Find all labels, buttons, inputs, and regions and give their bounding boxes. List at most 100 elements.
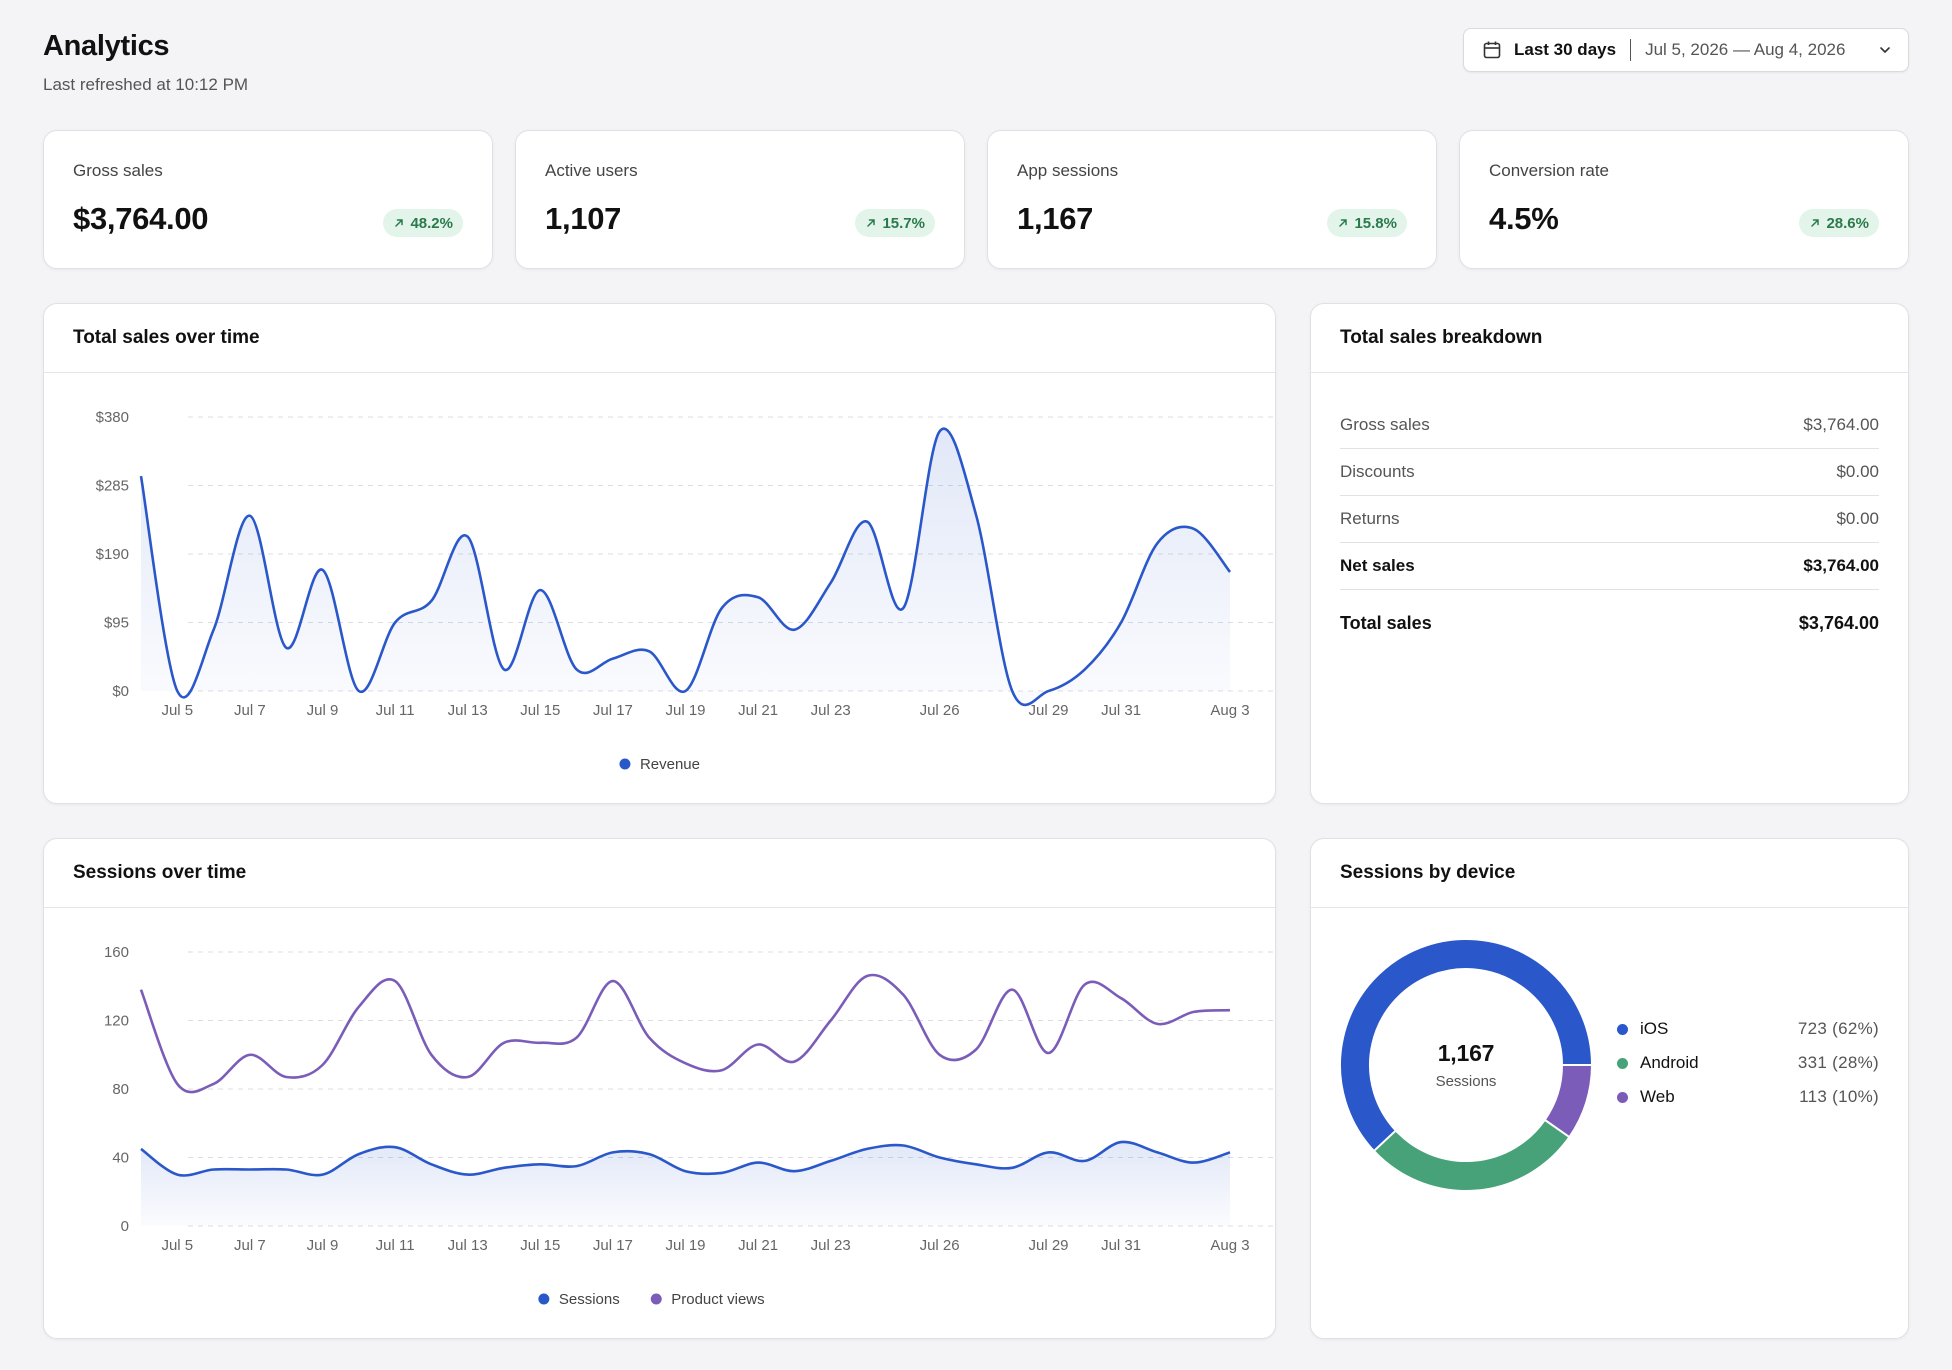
kpi-label: Active users (545, 161, 638, 180)
device-name: iOS (1640, 1019, 1669, 1038)
kpi-label: App sessions (1017, 161, 1119, 180)
kpi-card-gross-sales[interactable]: Gross sales $3,764.00 48.2% (43, 130, 493, 269)
x-tick-label: Jul 31 (1101, 1237, 1141, 1254)
breakdown-value: $3,764.00 (1803, 415, 1879, 434)
legend-dot (1617, 1091, 1628, 1103)
sales-over-time-card: Total sales over time $0 $95 $190 $285 $380 J… (43, 303, 1276, 804)
device-donut-chart[interactable] (1340, 939, 1592, 1191)
x-tick-label: Jul 5 (161, 702, 193, 719)
legend-item: Sessions (538, 1291, 620, 1308)
kpi-value: $3,764.00 (73, 201, 209, 236)
device-value: 331 (28%) (1797, 1053, 1879, 1072)
x-tick-label: Jul 26 (920, 702, 960, 719)
last-refreshed-text: Last refreshed at 10:12 PM (43, 75, 249, 94)
sessions-over-time-card: Sessions over time 0 40 80 120 160 Jul 5 Jul 7… (43, 838, 1276, 1339)
donut-separator (1373, 1129, 1397, 1152)
breakdown-total-label: Total sales (1340, 612, 1432, 633)
x-tick-label: Jul 5 (161, 1237, 193, 1254)
arrow-up-right-icon (1811, 219, 1820, 227)
x-tick-label: Jul 23 (811, 1237, 851, 1254)
kpi-value: 1,167 (1017, 201, 1094, 236)
x-tick-label: Jul 9 (307, 1237, 339, 1254)
card-header: Total sales over time (44, 304, 1275, 373)
device-value: 723 (62%) (1797, 1019, 1879, 1038)
sessions-by-device-card: Sessions by device 1,167 Sessions iOS 72… (1310, 838, 1909, 1339)
breakdown-value: $3,764.00 (1803, 556, 1879, 575)
card-title: Total sales over time (73, 327, 260, 348)
trend-value: 15.7% (882, 214, 925, 232)
date-range-label: Last 30 days (1514, 40, 1617, 59)
legend-label: Sessions (559, 1291, 620, 1308)
arrow-up-right-icon (867, 219, 876, 227)
breakdown-total-value: $3,764.00 (1798, 612, 1879, 633)
series-line-revenue (139, 427, 1232, 707)
x-tick-label: Jul 9 (307, 702, 339, 719)
breakdown-label: Gross sales (1340, 415, 1430, 434)
sales-line-chart[interactable]: $0 $95 $190 $285 $380 Jul 5 Jul 7 Jul 9 Jul 11 Ju… (44, 374, 1276, 804)
legend-item: Product views (650, 1291, 765, 1308)
x-tick-label: Jul 13 (448, 702, 488, 719)
x-tick-label: Jul 13 (448, 1237, 488, 1254)
breakdown-label: Returns (1340, 509, 1400, 528)
x-tick-label: Jul 19 (665, 702, 705, 719)
calendar-icon (1483, 41, 1501, 59)
chevron-down-icon (1880, 47, 1890, 53)
card-header: Sessions by device (1311, 839, 1908, 908)
card-header: Total sales breakdown (1311, 304, 1908, 373)
breakdown-value: $0.00 (1836, 462, 1879, 481)
y-tick-label: 40 (112, 1150, 129, 1167)
x-tick-label: Aug 3 (1210, 1237, 1249, 1254)
trend-badge: 15.7% (855, 209, 935, 237)
breakdown-row-returns: Returns $0.00 (1340, 496, 1879, 543)
kpi-card-conversion-rate[interactable]: Conversion rate 4.5% 28.6% (1459, 130, 1909, 269)
kpi-card-app-sessions[interactable]: App sessions 1,167 15.8% (987, 130, 1437, 269)
device-legend-item-android: Android 331 (28%) (1617, 1046, 1879, 1080)
x-tick-label: Jul 19 (665, 1237, 705, 1254)
donut-segment-android (1374, 1120, 1569, 1190)
y-tick-label: 0 (121, 1218, 129, 1235)
card-title: Sessions by device (1340, 862, 1516, 883)
donut-total-label: Sessions (1435, 1073, 1497, 1090)
x-tick-label: Jul 7 (234, 702, 266, 719)
device-legend-item-ios: iOS 723 (62%) (1617, 1012, 1879, 1046)
sessions-line-chart[interactable]: 0 40 80 120 160 Jul 5 Jul 7 Jul 9 Jul 11 Jul 13 Ju… (44, 909, 1276, 1339)
x-tick-label: Jul 11 (376, 1237, 415, 1254)
legend-dot (650, 1293, 662, 1305)
trend-value: 48.2% (410, 214, 453, 232)
donut-segment-web (1545, 1064, 1591, 1137)
sales-breakdown-card: Total sales breakdown Gross sales $3,764… (1310, 303, 1909, 804)
breakdown-table: Gross sales $3,764.00 Discounts $0.00 Re… (1340, 402, 1879, 656)
y-tick-label: 80 (112, 1081, 129, 1098)
donut-segment-ios (1341, 940, 1591, 1151)
x-tick-label: Jul 17 (593, 702, 633, 719)
device-name: Web (1640, 1087, 1675, 1106)
kpi-label: Gross sales (73, 161, 163, 180)
trend-value: 15.8% (1354, 214, 1397, 232)
device-legend-item-web: Web 113 (10%) (1617, 1080, 1879, 1114)
kpi-value: 1,107 (545, 201, 622, 236)
trend-value: 28.6% (1826, 214, 1869, 232)
y-tick-label: $380 (96, 409, 129, 426)
x-tick-label: Jul 21 (738, 1237, 778, 1254)
breakdown-value: $0.00 (1836, 509, 1879, 528)
series-area (141, 428, 1230, 705)
x-tick-label: Jul 23 (811, 702, 851, 719)
x-tick-label: Jul 26 (920, 1237, 960, 1254)
device-name: Android (1640, 1053, 1699, 1072)
x-tick-label: Jul 29 (1028, 702, 1068, 719)
x-tick-label: Jul 15 (520, 1237, 560, 1254)
y-tick-label: 120 (104, 1013, 129, 1030)
trend-badge: 15.8% (1327, 209, 1407, 237)
breakdown-row-discounts: Discounts $0.00 (1340, 449, 1879, 496)
date-range-picker[interactable]: Last 30 days Jul 5, 2026 — Aug 4, 2026 (1463, 28, 1909, 72)
breakdown-row-total-sales: Total sales $3,764.00 (1340, 590, 1879, 656)
date-picker-divider (1630, 39, 1632, 61)
x-tick-label: Jul 21 (738, 702, 778, 719)
y-tick-label: $95 (104, 615, 129, 632)
card-header: Sessions over time (44, 839, 1275, 908)
x-tick-label: Jul 17 (593, 1237, 633, 1254)
kpi-card-active-users[interactable]: Active users 1,107 15.7% (515, 130, 965, 269)
series-line-sessions (140, 1140, 1231, 1177)
kpi-label: Conversion rate (1489, 161, 1610, 180)
breakdown-row-net-sales: Net sales $3,764.00 (1340, 543, 1879, 590)
